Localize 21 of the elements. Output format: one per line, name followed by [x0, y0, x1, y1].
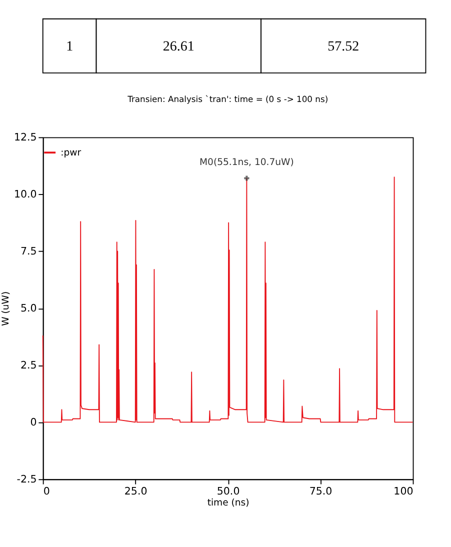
annotation: M0(55.1ns, 10.7uW)	[200, 157, 294, 168]
line-series	[42, 176, 414, 423]
y-tick-label: 7.5	[20, 245, 37, 258]
y-tick-label: 5.0	[20, 302, 37, 314]
text: :pwr	[60, 147, 82, 158]
text: 1	[66, 40, 74, 55]
x-axis-title: time (ns)	[207, 498, 250, 509]
text: 57.52	[328, 40, 360, 55]
x-tick-label: 75.0	[309, 486, 332, 498]
x-tick-label: 0	[43, 486, 50, 498]
x-tick-label: 25.0	[124, 486, 148, 498]
y-tick-label: -2.5	[16, 473, 37, 486]
chart-title: Transien: Analysis `tran': time = (0 s -> 100 ns)	[126, 94, 328, 104]
x-tick-label: 100	[394, 486, 414, 498]
x-tick-label: 50.0	[216, 486, 240, 498]
y-tick-label: 10.0	[14, 188, 37, 200]
y-tick-label: 0	[30, 416, 37, 428]
text: 26.61	[162, 40, 194, 55]
y-tick-label: 2.5	[20, 359, 37, 372]
y-tick-label: 12.5	[14, 131, 37, 144]
y-axis-title: W (uW)	[0, 291, 12, 326]
